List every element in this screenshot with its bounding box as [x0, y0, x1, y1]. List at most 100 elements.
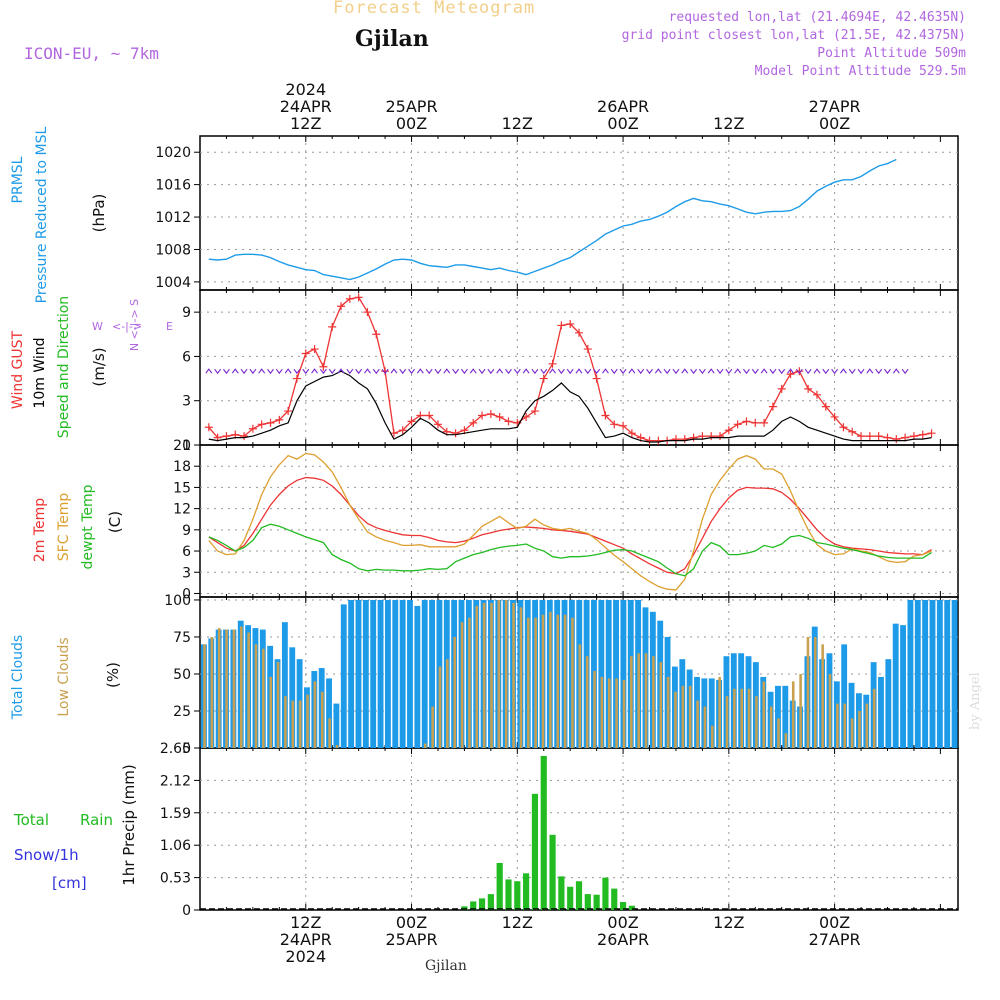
low-cloud-bar [313, 681, 317, 748]
gust-marker [874, 432, 883, 441]
gust-marker [654, 436, 663, 445]
wind-arrow [690, 368, 698, 375]
gust-marker [601, 411, 610, 420]
gust-marker [857, 432, 866, 441]
wind-arrow [760, 368, 768, 374]
low-cloud-bar [872, 688, 876, 748]
gust-marker [328, 322, 337, 331]
rain-bar [611, 888, 618, 910]
wind-ytick-label: 9 [182, 305, 191, 321]
gust-marker [301, 349, 310, 358]
wind-arrow [487, 368, 495, 375]
rain-bar [461, 906, 468, 910]
low-cloud-bar [799, 673, 802, 748]
pressure-unit: (hPa) [90, 194, 108, 233]
gust-marker [345, 294, 354, 303]
low-cloud-bar [806, 636, 810, 748]
low-cloud-bar [460, 622, 464, 748]
rain-bar [619, 902, 627, 910]
compass-west: W [92, 320, 103, 333]
temp-ytick-label: 6 [182, 544, 191, 560]
wind-arrow [214, 368, 222, 375]
gust-marker [407, 417, 416, 426]
total-cloud-bar [429, 599, 435, 748]
low-cloud-bar [681, 685, 685, 748]
wind-arrow [778, 368, 786, 375]
gust-marker [839, 423, 848, 432]
low-cloud-bar [821, 644, 824, 748]
gust-marker [398, 426, 407, 435]
gust-marker [918, 430, 927, 439]
banner-title: Forecast Meteogram [333, 0, 536, 18]
point-altitude: Point Altitude 509m [817, 46, 966, 61]
pressure-ytick-label: 1012 [155, 210, 191, 226]
top-time-label: 12Z [290, 114, 321, 133]
total-cloud-bar [708, 678, 715, 748]
wind-arrow [505, 368, 512, 375]
gust-marker [689, 433, 698, 442]
low-cloud-bar [637, 653, 640, 748]
wind-arrow [751, 368, 759, 375]
gust-marker [495, 412, 504, 421]
wind-arrow [575, 368, 583, 374]
total-cloud-bar [362, 599, 369, 748]
compass-mid: <-|-> [112, 320, 142, 333]
rain-bar [628, 905, 635, 910]
low-cloud-bar [843, 703, 847, 748]
low-cloud-bar [549, 611, 552, 748]
pressure-ytick-label: 1020 [155, 145, 191, 161]
low-cloud-bar [291, 700, 295, 748]
low-cloud-bar [247, 632, 250, 748]
low-cloud-bar [556, 614, 560, 748]
rain-bar [487, 894, 494, 910]
total-cloud-bar [281, 622, 288, 748]
precip-label-total: Total [13, 811, 49, 829]
total-cloud-bar [414, 605, 421, 748]
wind-arrow [557, 368, 565, 375]
low-cloud-bar [490, 602, 493, 748]
gust-marker [530, 407, 539, 416]
low-cloud-bar [740, 688, 744, 748]
low-cloud-bar [696, 700, 699, 748]
wind-arrow [787, 368, 794, 374]
wind-arrow [258, 368, 266, 374]
low-cloud-bar [585, 656, 589, 748]
cloud-ytick-label: 50 [173, 667, 191, 683]
gust-marker [760, 418, 769, 427]
wind-arrow [240, 368, 248, 375]
pressure-ytick-label: 1004 [155, 275, 191, 291]
wind-arrow [593, 368, 601, 375]
low-cloud-bar [652, 656, 655, 748]
rain-bar [549, 834, 556, 910]
low-cloud-bar [578, 644, 582, 748]
low-cloud-bar [718, 676, 721, 748]
gust-marker [645, 436, 654, 445]
wind-arrow [478, 368, 486, 375]
total-cloud-bar [289, 647, 296, 748]
gust-marker [627, 429, 636, 438]
top-time-label: 24APR [280, 97, 332, 116]
temp-ytick-label: 18 [173, 459, 191, 475]
precip-label-cm: [cm] [52, 874, 87, 892]
gust-marker [768, 402, 777, 411]
gust-marker [337, 302, 346, 311]
gust-marker [539, 374, 548, 383]
wind-arrow [284, 368, 292, 374]
rain-bar [584, 894, 591, 910]
gust-marker [821, 402, 830, 411]
cloud-label-total: Total Clouds [10, 635, 26, 720]
wind-arrow [328, 368, 336, 375]
temp-ytick-label: 9 [182, 523, 191, 539]
rain-bar [505, 879, 512, 910]
low-cloud-bar [703, 706, 707, 748]
wind-arrow [884, 368, 891, 375]
low-cloud-bar [607, 678, 611, 748]
precip-label-snow: Snow/1h [14, 846, 79, 864]
rain-bar [602, 877, 609, 910]
total-cloud-bar [407, 599, 413, 748]
total-cloud-bar [333, 703, 340, 748]
wind-arrow [822, 368, 830, 375]
cloud-unit: (%) [104, 662, 122, 688]
wind-arrow [866, 368, 874, 374]
wind-arrow [443, 368, 451, 374]
